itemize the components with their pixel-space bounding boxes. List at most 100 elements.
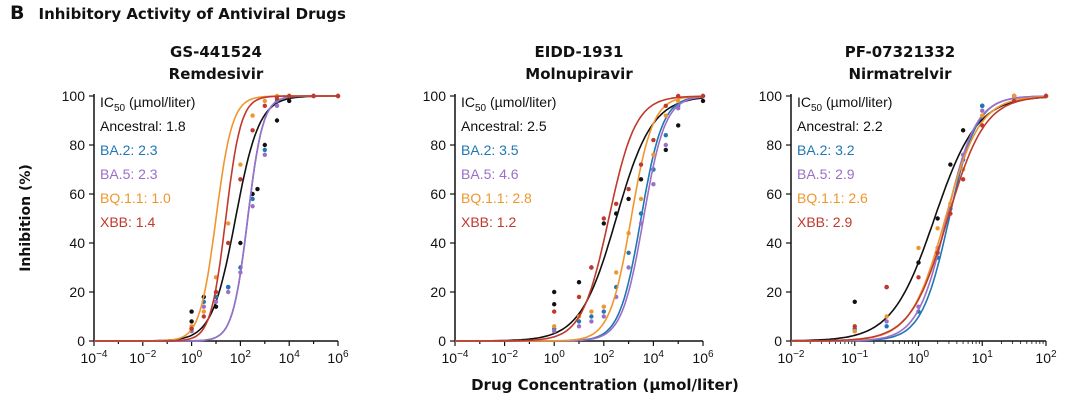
data-point-ba5 [884, 319, 889, 324]
data-point-ba2 [980, 103, 985, 109]
data-point-ba5 [576, 324, 582, 329]
data-point-ancestral [852, 299, 857, 304]
data-point-ancestral [552, 289, 557, 295]
chart-subtitle: Molnupiravir [525, 65, 633, 83]
x-tick-label: 101 [972, 349, 994, 366]
data-point-ancestral [262, 142, 267, 148]
x-tick-label: 100 [181, 349, 203, 366]
data-point-xbb [274, 96, 280, 101]
data-point-bq11 [1011, 93, 1017, 99]
data-point-bq11 [884, 314, 889, 319]
data-point-ancestral [700, 98, 706, 104]
y-tick-label: 60 [430, 186, 446, 202]
data-point-xbb [884, 284, 889, 290]
data-point-xbb [250, 128, 255, 133]
data-point-xbb [663, 103, 668, 109]
data-point-ba2 [250, 196, 255, 202]
data-point-xbb [238, 177, 243, 182]
data-point-bq11 [638, 196, 644, 202]
data-point-xbb [311, 93, 316, 99]
data-point-ba5 [626, 265, 631, 270]
data-point-bq11 [589, 309, 594, 314]
data-point-xbb [226, 240, 231, 246]
data-point-ba5 [638, 221, 644, 226]
data-point-ancestral [552, 302, 557, 307]
data-point-ba5 [238, 270, 243, 275]
x-tick-label: 104 [643, 349, 665, 366]
x-tick-label: 10−4 [81, 349, 108, 366]
legend-entry-ba2: BA.2: 2.3 [100, 142, 158, 158]
data-point-ancestral [287, 98, 292, 104]
x-tick-label: 10−2 [129, 349, 156, 366]
legend-entry-ancestral: Ancestral: 2.5 [461, 118, 547, 134]
y-tick-label: 60 [766, 186, 782, 202]
data-point-ancestral [626, 196, 631, 202]
y-tick-label: 40 [430, 235, 446, 251]
legend-entry-ba5: BA.5: 4.6 [461, 166, 519, 182]
data-point-xbb [626, 186, 631, 192]
legend-entry-ba5: BA.5: 2.9 [797, 166, 855, 182]
data-point-ba5 [916, 304, 921, 309]
data-point-xbb [948, 211, 953, 216]
data-point-ba2 [576, 319, 582, 324]
data-point-ba5 [980, 108, 985, 113]
data-point-ba5 [589, 319, 594, 324]
data-point-ancestral [189, 319, 194, 324]
data-point-bq11 [852, 329, 857, 334]
y-tick-label: 20 [430, 284, 446, 300]
data-point-xbb [960, 177, 966, 182]
x-tick-label: 100 [544, 349, 566, 366]
x-tick-label: 102 [1035, 349, 1057, 366]
data-point-bq11 [676, 98, 681, 104]
data-point-bq11 [916, 245, 921, 251]
data-point-bq11 [614, 270, 619, 275]
legend-header: IC50 (µmol/liter) [100, 94, 195, 114]
data-point-bq11 [238, 162, 243, 167]
data-point-ba2 [589, 314, 594, 319]
y-tick-label: 0 [774, 333, 782, 349]
y-tick-label: 100 [423, 88, 447, 104]
chart-panel-1: GS-441524 Remdesivir 0 20 40 60 80 100 10−4 10−2 1… [62, 43, 349, 366]
data-point-xbb [552, 309, 557, 314]
data-point-ba5 [213, 299, 219, 304]
x-tick-label: 106 [692, 349, 714, 366]
data-point-xbb [700, 93, 706, 99]
data-point-xbb [980, 123, 985, 128]
data-point-ba2 [884, 324, 889, 329]
data-point-bq11 [601, 304, 606, 309]
data-point-bq11 [262, 98, 267, 104]
x-tick-label: 10−4 [442, 349, 469, 366]
legend-entry-bq11: BQ.1.1: 2.8 [461, 190, 532, 206]
y-tick-label: 100 [62, 88, 86, 104]
data-point-xbb [1043, 93, 1049, 99]
data-point-xbb [189, 326, 194, 331]
x-tick-label: 102 [593, 349, 615, 366]
data-point-ba5 [226, 289, 231, 295]
chart-subtitle: Nirmatrelvir [848, 65, 952, 83]
chart-title: EIDD-1931 [535, 43, 624, 61]
data-point-ba5 [552, 329, 557, 334]
data-point-xbb [916, 275, 921, 280]
data-point-ba2 [262, 147, 267, 153]
x-axis-label: Drug Concentration (µmol/liter) [471, 376, 739, 394]
data-point-ancestral [213, 304, 219, 309]
x-tick-label: 10−2 [491, 349, 518, 366]
x-tick-label: 102 [230, 349, 252, 366]
curve-xbb [455, 95, 704, 342]
data-point-ba5 [663, 142, 668, 148]
y-tick-label: 40 [766, 235, 782, 251]
data-point-xbb [589, 265, 594, 270]
data-point-xbb [213, 289, 219, 295]
data-point-ancestral [638, 177, 644, 182]
data-point-ba5 [201, 304, 206, 309]
data-point-xbb [576, 294, 582, 300]
data-point-ancestral [274, 118, 280, 123]
x-tick-label: 100 [908, 349, 930, 366]
data-point-xbb [935, 250, 940, 255]
data-point-bq11 [663, 113, 668, 118]
data-point-ancestral [614, 211, 619, 216]
y-tick-label: 0 [77, 333, 85, 349]
data-point-bq11 [651, 152, 656, 157]
data-point-ancestral [960, 128, 966, 133]
